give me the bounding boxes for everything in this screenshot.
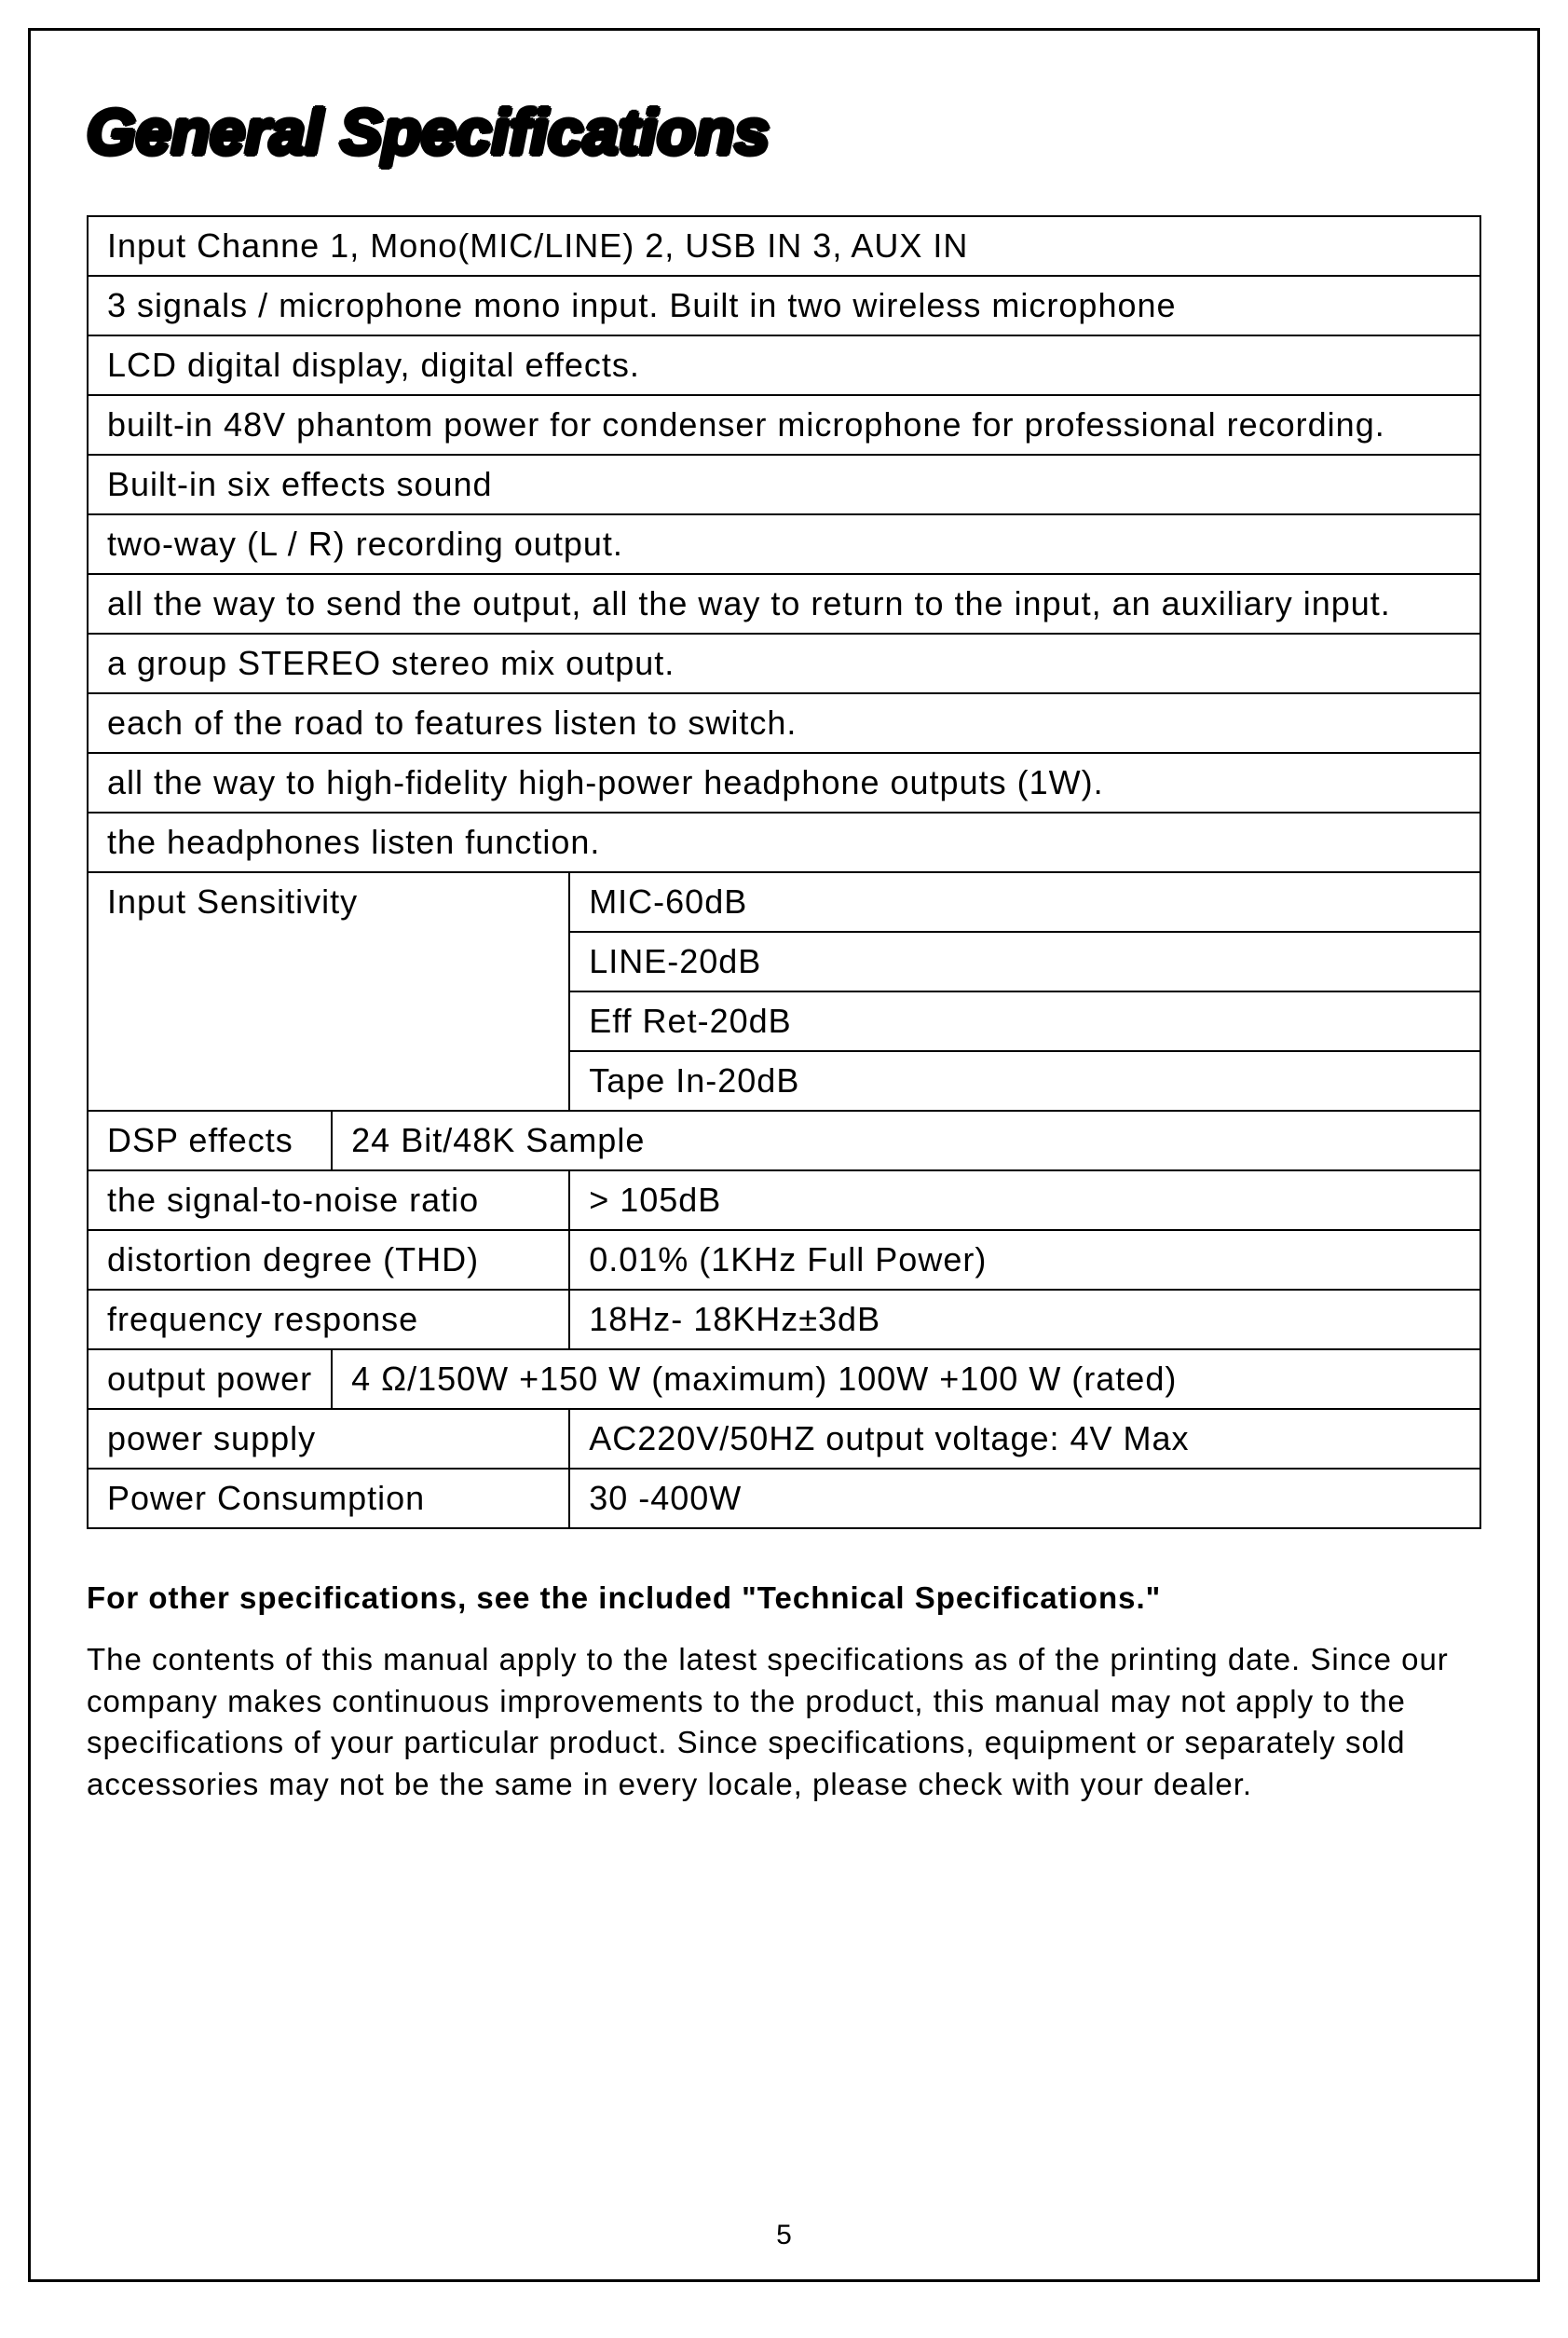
freq-label: frequency response bbox=[88, 1290, 569, 1349]
spec-row: Input Channe 1, Mono(MIC/LINE) 2, USB IN… bbox=[88, 216, 1480, 276]
spec-row: LCD digital display, digital effects. bbox=[88, 335, 1480, 395]
input-sensitivity-value: Tape In-20dB bbox=[569, 1051, 1480, 1111]
consumption-label: Power Consumption bbox=[88, 1469, 569, 1528]
spec-row: a group STEREO stereo mix output. bbox=[88, 634, 1480, 693]
dsp-label: DSP effects bbox=[88, 1111, 332, 1170]
spec-row: Built-in six effects sound bbox=[88, 455, 1480, 514]
consumption-value: 30 -400W bbox=[569, 1469, 1480, 1528]
spec-row: two-way (L / R) recording output. bbox=[88, 514, 1480, 574]
input-sensitivity-value: Eff Ret-20dB bbox=[569, 991, 1480, 1051]
dsp-value: 24 Bit/48K Sample bbox=[332, 1111, 1480, 1170]
spec-row: all the way to high-fidelity high-power … bbox=[88, 753, 1480, 813]
page-number: 5 bbox=[776, 2220, 792, 2251]
specifications-table: Input Channe 1, Mono(MIC/LINE) 2, USB IN… bbox=[87, 215, 1481, 1529]
spec-row: all the way to send the output, all the … bbox=[88, 574, 1480, 634]
power-supply-value: AC220V/50HZ output voltage: 4V Max bbox=[569, 1409, 1480, 1469]
power-supply-label: power supply bbox=[88, 1409, 569, 1469]
snr-label: the signal-to-noise ratio bbox=[88, 1170, 569, 1230]
footer-note-bold: For other specifications, see the includ… bbox=[87, 1580, 1481, 1616]
freq-value: 18Hz- 18KHz±3dB bbox=[569, 1290, 1480, 1349]
footer-note-text: The contents of this manual apply to the… bbox=[87, 1639, 1481, 1805]
spec-row: 3 signals / microphone mono input. Built… bbox=[88, 276, 1480, 335]
spec-row: built-in 48V phantom power for condenser… bbox=[88, 395, 1480, 455]
page-container: General Specifications Input Channe 1, M… bbox=[28, 28, 1540, 2282]
input-sensitivity-value: LINE-20dB bbox=[569, 932, 1480, 991]
input-sensitivity-value: MIC-60dB bbox=[569, 872, 1480, 932]
output-power-value: 4 Ω/150W +150 W (maximum) 100W +100 W (r… bbox=[332, 1349, 1480, 1409]
snr-value: > 105dB bbox=[569, 1170, 1480, 1230]
thd-label: distortion degree (THD) bbox=[88, 1230, 569, 1290]
spec-row: each of the road to features listen to s… bbox=[88, 693, 1480, 753]
input-sensitivity-label: Input Sensitivity bbox=[88, 872, 569, 1111]
output-power-label: output power bbox=[88, 1349, 332, 1409]
page-title: General Specifications bbox=[87, 96, 1481, 169]
spec-row: the headphones listen function. bbox=[88, 813, 1480, 872]
thd-value: 0.01% (1KHz Full Power) bbox=[569, 1230, 1480, 1290]
